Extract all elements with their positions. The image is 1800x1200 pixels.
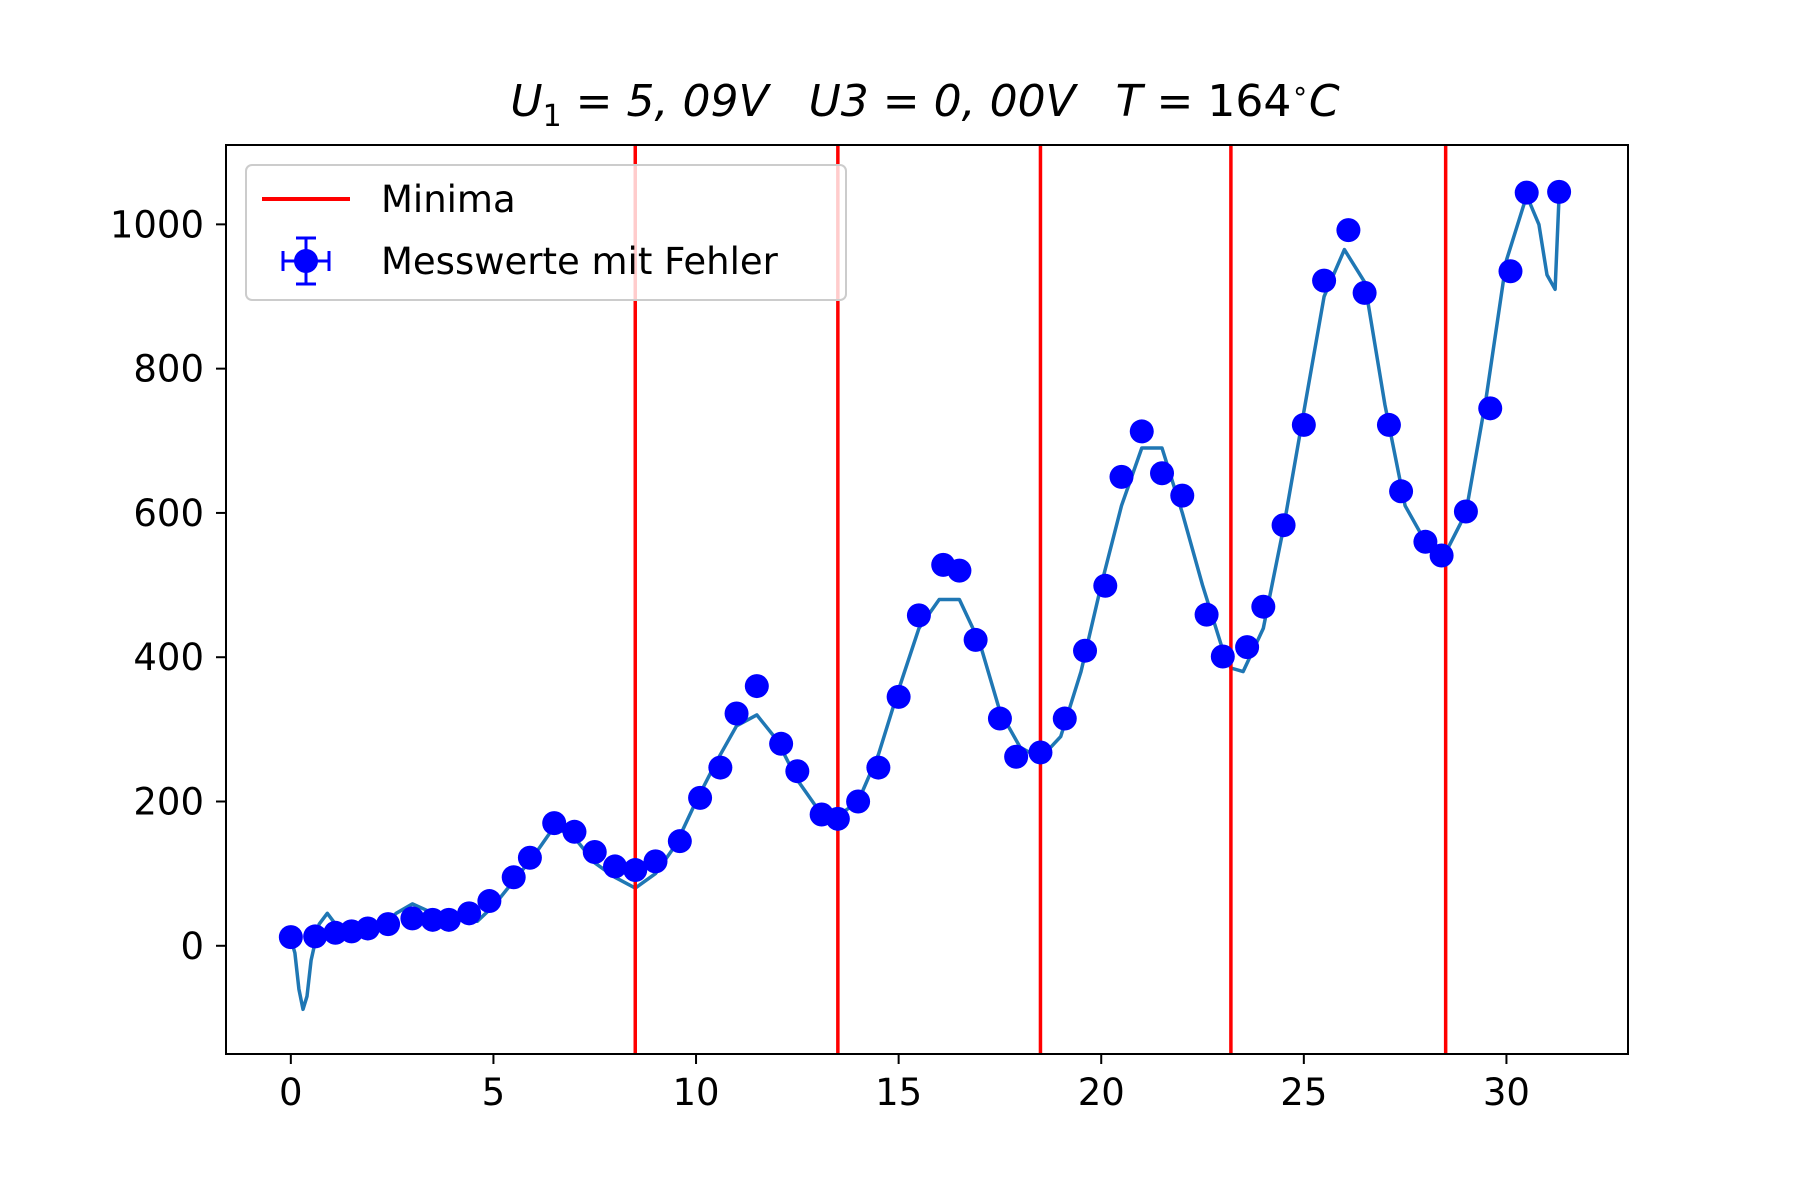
data-point-58 (1453, 499, 1478, 524)
title-u1-symbol: U (510, 76, 542, 127)
data-point-61 (1514, 180, 1539, 205)
title-u1-subscript: 1 (543, 99, 562, 134)
data-point-46 (1210, 644, 1235, 669)
data-point-23 (744, 674, 769, 699)
data-point-18 (643, 849, 668, 874)
data-point-21 (708, 755, 733, 780)
data-point-62 (1547, 179, 1572, 204)
data-point-14 (562, 819, 587, 844)
x-tick-label-5: 25 (1280, 1071, 1327, 1114)
data-point-30 (886, 684, 911, 709)
data-point-6 (400, 906, 425, 931)
data-point-16 (602, 854, 627, 879)
data-point-34 (963, 627, 988, 652)
data-point-4 (355, 916, 380, 941)
data-point-11 (501, 865, 526, 890)
legend-marker (294, 249, 318, 273)
x-tick-label-6: 30 (1483, 1071, 1530, 1114)
chart-title: U1 = 5, 09V U3 = 0, 00V T = 164∘C (510, 74, 1340, 134)
data-point-35 (987, 706, 1012, 731)
data-point-59 (1478, 396, 1503, 421)
data-point-12 (517, 845, 542, 870)
y-tick-label-5: 1000 (110, 203, 204, 246)
data-point-24 (769, 731, 794, 756)
y-tick-label-4: 800 (133, 348, 204, 391)
data-point-36 (1004, 744, 1029, 769)
y-tick-label-0: 0 (180, 925, 204, 968)
data-point-22 (724, 701, 749, 726)
data-point-39 (1073, 638, 1098, 663)
data-point-45 (1194, 602, 1219, 627)
y-tick-label-2: 400 (133, 636, 204, 679)
data-point-52 (1336, 218, 1361, 243)
data-point-55 (1389, 479, 1414, 504)
data-point-38 (1052, 706, 1077, 731)
data-point-37 (1028, 740, 1053, 765)
x-tick-label-4: 20 (1078, 1071, 1125, 1114)
x-tick-label-0: 0 (279, 1071, 303, 1114)
data-point-15 (582, 840, 607, 864)
legend-label-messwerte: Messwerte mit Fehler (381, 240, 779, 283)
x-tick-label-1: 5 (482, 1071, 506, 1114)
title-t-value: = 164 (1143, 76, 1292, 127)
data-point-9 (457, 901, 482, 926)
data-point-27 (825, 806, 850, 831)
data-point-50 (1291, 412, 1316, 437)
legend-label-minima: Minima (381, 178, 516, 221)
data-point-31 (906, 603, 931, 628)
data-point-13 (542, 811, 567, 836)
data-point-49 (1271, 513, 1296, 538)
axes: 0 5 10 15 20 25 30 0 200 400 600 800 1000 (110, 144, 1629, 1114)
legend: Minima Messwerte mit Fehler (245, 164, 847, 301)
y-tick-label-3: 600 (133, 492, 204, 535)
data-point-54 (1376, 412, 1401, 437)
data-point-40 (1093, 573, 1118, 598)
data-point-43 (1150, 461, 1175, 486)
title-u1-value: = 5, 09V (562, 76, 772, 127)
data-point-41 (1109, 464, 1134, 489)
data-point-51 (1312, 268, 1337, 293)
title-u3: U3 = 0, 00V (809, 76, 1079, 127)
data-point-8 (436, 907, 461, 932)
title-degree: ∘ (1291, 74, 1309, 107)
data-point-0 (278, 925, 303, 950)
data-point-5 (376, 912, 401, 937)
axes-frame (225, 144, 1629, 1055)
legend-box (245, 164, 847, 301)
data-point-47 (1235, 635, 1260, 660)
data-point-17 (623, 858, 648, 883)
data-point-42 (1129, 419, 1154, 444)
data-point-57 (1429, 543, 1454, 568)
data-point-53 (1352, 280, 1377, 305)
title-t-symbol: T (1116, 76, 1146, 127)
data-point-19 (667, 829, 692, 854)
data-point-56 (1413, 529, 1438, 554)
data-point-25 (785, 759, 810, 784)
data-point-28 (846, 789, 871, 814)
data-point-33 (947, 558, 972, 583)
data-point-44 (1170, 483, 1195, 508)
title-t-unit: C (1309, 76, 1340, 127)
data-point-20 (688, 785, 713, 810)
data-point-60 (1498, 259, 1523, 284)
data-point-48 (1251, 594, 1276, 619)
x-tick-label-2: 10 (672, 1071, 719, 1114)
data-point-29 (866, 755, 891, 780)
y-tick-label-1: 200 (133, 781, 204, 824)
data-point-10 (477, 889, 502, 914)
data-point-1 (303, 924, 328, 949)
x-tick-label-3: 15 (875, 1071, 922, 1114)
